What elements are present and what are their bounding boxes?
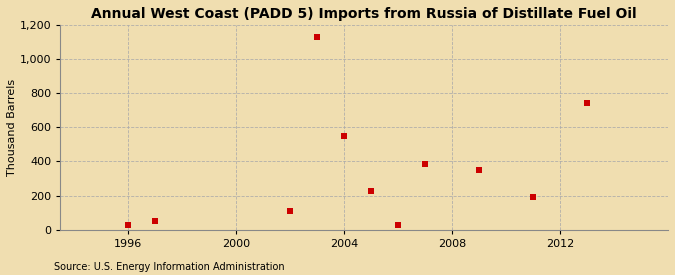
Title: Annual West Coast (PADD 5) Imports from Russia of Distillate Fuel Oil: Annual West Coast (PADD 5) Imports from … — [91, 7, 637, 21]
Y-axis label: Thousand Barrels: Thousand Barrels — [7, 79, 17, 176]
Text: Source: U.S. Energy Information Administration: Source: U.S. Energy Information Administ… — [54, 262, 285, 272]
